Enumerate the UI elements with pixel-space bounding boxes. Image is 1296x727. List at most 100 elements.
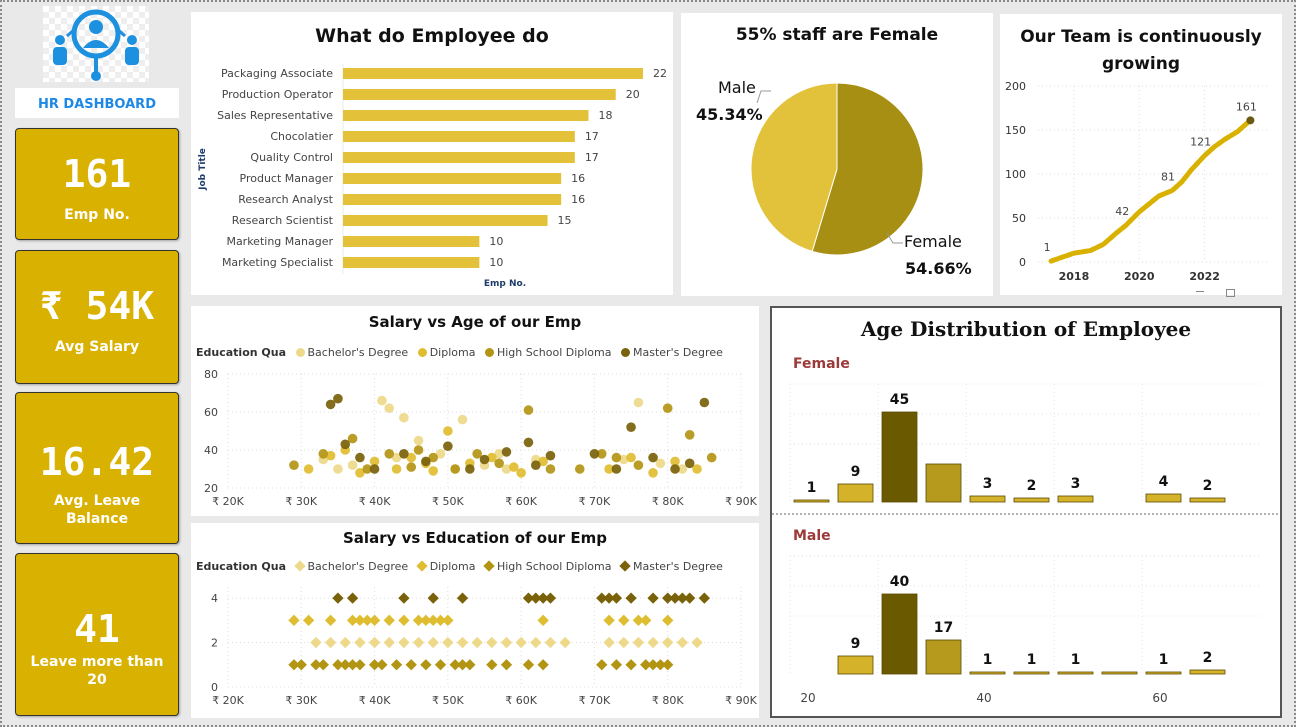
category-label: Quality Control [250,151,333,164]
data-label: 9 [851,636,861,652]
scatter-point [406,462,417,472]
data-label: 16 [571,193,585,206]
scatter-point [399,412,409,423]
scatter-point [456,636,469,649]
scatter-point [509,462,519,472]
legend-item[interactable]: Bachelor's Degree [293,560,409,573]
scatter-point [443,426,453,436]
data-label: 81 [1161,171,1175,184]
legend-label: Bachelor's Degree [307,560,409,573]
scatter-point [626,452,636,463]
category-label: Marketing Specialist [222,256,334,269]
scatter-point [611,452,622,463]
scatter-point [698,592,711,604]
scatter-point [538,456,548,467]
scatter-point [384,403,395,413]
bar [343,215,548,226]
x-tick-label: 40 [976,691,991,705]
scatter-point [435,449,446,459]
scatter-point [662,636,674,649]
filter-icon[interactable] [1196,291,1204,292]
scatter-point [384,449,395,459]
bar [881,593,918,675]
scatter-point [596,659,608,671]
scatter-point [610,592,623,604]
scatter-point [516,468,526,478]
legend-item[interactable]: High School Diploma [484,346,612,359]
scatter-point [647,636,659,649]
chart-legend: Education Qua Bachelor's Degree Diploma … [196,560,723,573]
x-tick-label: ₹ 30K [285,495,317,508]
scatter-point [501,447,512,457]
x-tick-label: ₹ 80K [652,495,684,508]
scatter-point [640,659,652,671]
scatter-point [434,659,447,671]
bar [969,495,1006,503]
x-tick-label: ₹ 60K [505,495,537,508]
scatter-point [596,449,607,459]
scatter-point [391,464,402,474]
age-distribution-card: Age Distribution of Employee Female 1 9 45 3… [770,306,1282,718]
scatter-point [611,464,622,474]
scatter-point [318,449,329,459]
y-tick-label: 0 [211,681,218,694]
scatter-point [355,468,365,478]
legend-item[interactable]: Bachelor's Degree [295,346,408,359]
kpi-label: Avg Salary [54,339,140,355]
legend-item[interactable]: Diploma [417,346,475,359]
y-tick-label: 40 [204,444,218,457]
kpi-emp-count: 161 Emp No. [15,128,179,240]
scatter-point [390,659,403,671]
scatter-point [472,449,482,459]
scatter-point [574,464,585,474]
x-tick-label: ₹ 50K [432,495,464,508]
kpi-label: Emp No. [64,207,130,223]
leader-line [886,232,903,244]
scatter-point [647,592,659,604]
legend-item[interactable]: Master's Degree [619,560,723,573]
scatter-point [537,614,549,626]
data-label: 1 [1027,652,1037,668]
job-title-bar-chart: Packaging Associate 22 Production Operator… [198,64,667,289]
legend-label: Master's Degree [633,346,723,359]
data-label: 1 [1159,652,1169,668]
data-label: 17 [934,620,953,636]
focus-mode-icon[interactable] [1226,289,1235,297]
scatter-point [355,452,365,463]
scatter-point [391,452,402,463]
scatter-point [457,414,468,425]
data-label: 1 [807,480,817,496]
slice-value-label: 54.66% [905,259,972,278]
data-label: 20 [626,88,640,101]
scatter-point [302,614,315,626]
scatter-point [684,458,695,469]
x-tick-label: ₹ 20K [212,495,244,508]
legend-item[interactable]: Diploma [416,560,475,573]
bar [343,173,562,184]
category-label: Research Scientist [232,214,334,227]
scatter-point [500,659,513,671]
scatter-point [442,636,454,649]
scatter-point [618,614,630,626]
scatter-point [684,592,696,604]
scatter-point [405,659,417,671]
chart-title: 55% staff are Female [735,25,939,45]
scatter-point [537,592,549,604]
bar [343,257,480,268]
legend-label: High School Diploma [496,346,612,359]
category-label: Production Operator [222,88,334,101]
legend-item[interactable]: High School Diploma [483,560,612,573]
legend-item[interactable]: Master's Degree [621,346,723,359]
data-label: 3 [1071,476,1081,492]
slice-name-label: Female [904,232,962,251]
salary-education-chart-card: Salary vs Education of our Emp Education… [191,523,759,718]
panel-title: Male [793,528,831,544]
logo-title-box: HR DASHBOARD [15,88,179,118]
scatter-point [398,592,410,604]
bar [1145,671,1182,675]
x-tick-label: ₹ 80K [652,694,684,707]
scatter-point [699,397,710,408]
scatter-point [603,592,615,604]
data-label: 45 [890,392,909,408]
scatter-point [368,659,381,671]
